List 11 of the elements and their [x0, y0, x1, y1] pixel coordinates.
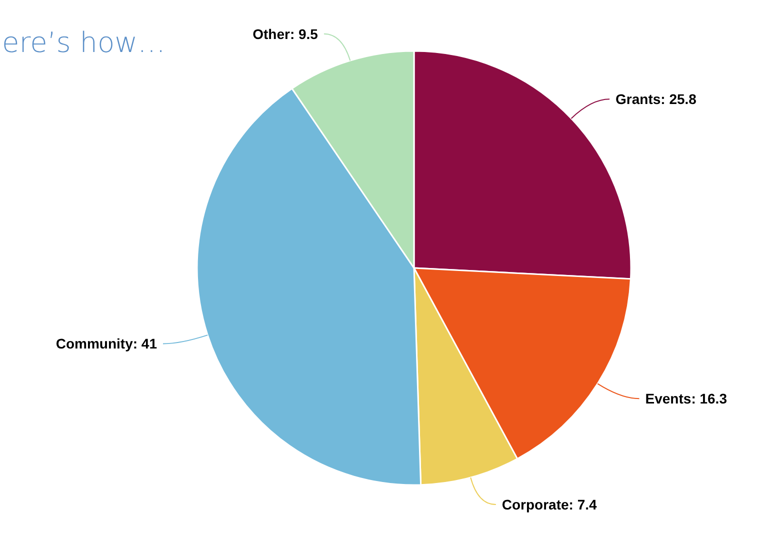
slice-label: Grants — [616, 91, 661, 108]
chart-title: ere’s how… — [2, 26, 166, 59]
slice-label: Community — [56, 336, 134, 352]
slice-label: Other — [252, 26, 290, 42]
slice-label: Corporate — [502, 496, 570, 513]
slice-label: Events — [645, 390, 692, 407]
data-label: : 25.8 — [660, 91, 697, 108]
data-label: : 16.3 — [691, 390, 728, 407]
data-label: : 7.4 — [568, 496, 598, 513]
data-label: : 9.5 — [290, 26, 318, 42]
data-label: : 41 — [132, 336, 158, 352]
